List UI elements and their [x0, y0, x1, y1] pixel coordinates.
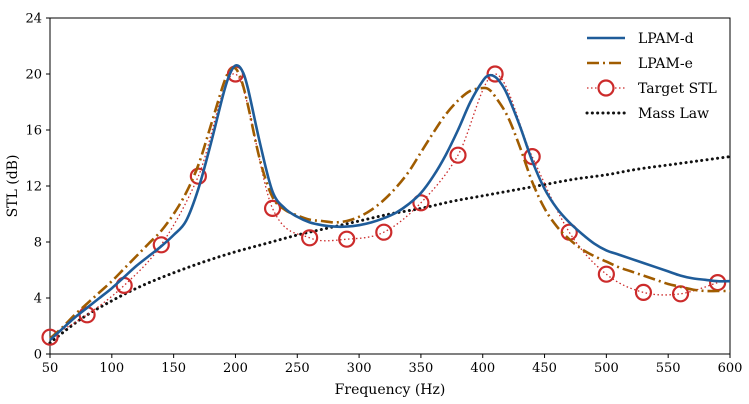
legend-label-lpam-d: LPAM-d — [638, 31, 694, 47]
x-axis-label: Frequency (Hz) — [335, 382, 446, 398]
legend-marker-target-stl — [597, 79, 615, 97]
series-layer — [41, 64, 732, 346]
target-stl-point — [486, 65, 504, 83]
target-stl-point — [301, 229, 319, 247]
x-tick-label: 100 — [99, 361, 124, 376]
target-stl-point — [449, 146, 467, 164]
x-tick-label: 150 — [161, 361, 186, 376]
y-tick-label: 12 — [25, 180, 42, 195]
y-axis-label: STL (dB) — [5, 155, 21, 218]
y-tick-label: 8 — [34, 236, 42, 251]
x-tick-label: 50 — [42, 361, 59, 376]
target-stl-point — [263, 199, 282, 217]
y-tick-label: 16 — [25, 124, 42, 139]
legend-label-target-stl: Target STL — [638, 81, 717, 97]
y-tick-label: 20 — [25, 68, 42, 83]
legend: LPAM-d LPAM-e Target STL Mass Law — [574, 24, 724, 134]
x-tick-label: 400 — [470, 361, 495, 376]
y-tick-label: 0 — [34, 348, 42, 363]
y-tick-label: 4 — [34, 292, 42, 307]
target-stl-point — [597, 265, 615, 283]
target-stl-point — [634, 283, 653, 301]
target-stl-point — [671, 285, 690, 303]
legend-label-mass-law: Mass Law — [638, 106, 709, 122]
y-tick-label: 24 — [25, 12, 42, 27]
target-stl-point — [412, 194, 430, 212]
target-stl-point — [189, 167, 207, 185]
target-stl-point — [152, 236, 170, 254]
x-tick-label: 300 — [347, 361, 372, 376]
target-stl-point — [375, 223, 393, 241]
target-stl-point — [338, 230, 356, 248]
x-tick-label: 600 — [718, 361, 743, 376]
x-tick-label: 450 — [532, 361, 557, 376]
target-stl-point — [709, 274, 727, 292]
x-tick-label: 500 — [594, 361, 619, 376]
legend-background — [574, 24, 724, 134]
x-tick-label: 350 — [408, 361, 433, 376]
x-tick-label: 200 — [223, 361, 248, 376]
x-tick-label: 250 — [285, 361, 310, 376]
axis-ticks: 50 100 150 200 250 300 350 400 450 500 550 600 0 4 8 12… — [25, 12, 742, 377]
series-line-mass-law — [48, 155, 732, 345]
target-stl-point — [41, 328, 59, 346]
series-line-lpam-e — [49, 66, 730, 340]
legend-label-lpam-e: LPAM-e — [638, 56, 693, 72]
x-tick-label: 550 — [656, 361, 681, 376]
series-line-lpam-d — [49, 64, 731, 341]
